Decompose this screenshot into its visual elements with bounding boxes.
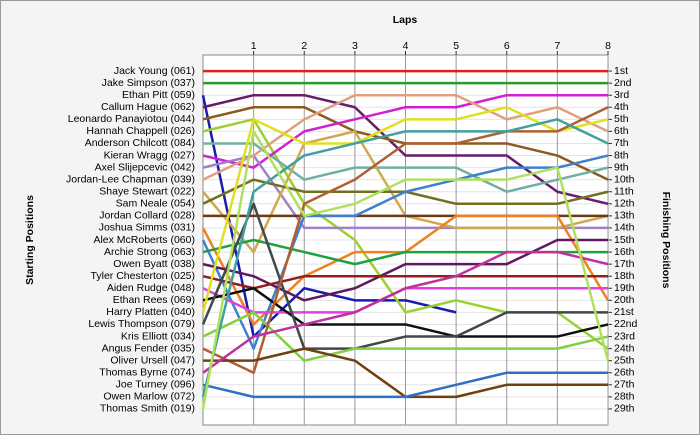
x-tick-label: 5 [453, 40, 459, 52]
driver-label: Jordan Collard (028) [99, 210, 195, 222]
driver-label: Oliver Ursell (047) [110, 354, 195, 366]
y2-tick-label: 4th [614, 101, 629, 113]
y2-tick-label: 29th [614, 403, 635, 415]
driver-label: Shaye Stewart (022) [99, 186, 195, 198]
y2-axis-title: Finishing Positions [660, 192, 672, 289]
driver-label: Tyler Chesterton (025) [91, 270, 195, 282]
driver-label: Jake Simpson (037) [102, 77, 195, 89]
driver-label: Hannah Chappell (026) [86, 125, 195, 137]
driver-label: Sam Neale (054) [116, 198, 195, 210]
x-tick-label: 6 [504, 40, 510, 52]
driver-line [202, 250, 609, 374]
y-axis-title: Starting Positions [24, 195, 36, 285]
y2-tick-label: 20th [614, 294, 635, 306]
x-tick-label: 2 [301, 40, 307, 52]
x-tick-label: 7 [554, 40, 560, 52]
driver-label: Aiden Rudge (048) [107, 282, 195, 294]
driver-line [202, 106, 609, 374]
driver-label: Thomas Byrne (074) [99, 367, 195, 379]
driver-label: Archie Strong (063) [104, 246, 195, 258]
x-tick-label: 4 [403, 40, 409, 52]
y2-tick-label: 14th [614, 222, 635, 234]
x-tick-label: 3 [352, 40, 358, 52]
driver-label: Kris Elliott (034) [121, 330, 195, 342]
y2-tick-label: 5th [614, 113, 629, 125]
driver-line [202, 287, 609, 338]
driver-line [202, 93, 609, 206]
driver-label: Leonardo Panayiotou (044) [68, 113, 195, 125]
y2-tick-label: 17th [614, 258, 635, 270]
y2-tick-label: 21st [614, 306, 634, 318]
driver-label: Ethan Rees (069) [113, 294, 195, 306]
y2-tick-label: 7th [614, 137, 629, 149]
y2-tick-label: 18th [614, 270, 635, 282]
y2-tick-label: 16th [614, 246, 635, 258]
y2-tick-label: 6th [614, 125, 629, 137]
driver-label: Angus Fender (035) [102, 342, 195, 354]
y2-tick-label: 3rd [614, 89, 629, 101]
y2-tick-label: 1st [614, 65, 628, 77]
y2-tick-label: 24th [614, 342, 635, 354]
driver-label: Anderson Chilcott (084) [85, 137, 195, 149]
y2-tick-label: 15th [614, 234, 635, 246]
x-tick-label: 8 [605, 40, 611, 52]
y2-tick-label: 22nd [614, 318, 638, 330]
driver-line [201, 154, 609, 350]
y2-tick-label: 12th [614, 198, 635, 210]
driver-line [202, 311, 609, 362]
y2-tick-label: 11th [614, 186, 634, 198]
y2-tick-label: 28th [614, 391, 635, 403]
driver-line [201, 118, 609, 398]
driver-line [202, 93, 608, 169]
y2-tick-label: 26th [614, 367, 635, 379]
y2-tick-label: 23rd [614, 330, 635, 342]
y2-tick-label: 9th [614, 161, 629, 173]
y2-tick-label: 19th [614, 282, 635, 294]
driver-label: Joe Turney (096) [116, 379, 195, 391]
driver-label: Lewis Thompson (079) [88, 318, 195, 330]
driver-line [201, 130, 610, 410]
driver-label: Harry Platten (040) [106, 306, 195, 318]
driver-label: Thomas Smith (019) [100, 403, 195, 415]
driver-label: Kieran Wragg (027) [104, 149, 195, 161]
y2-tick-label: 25th [614, 354, 635, 366]
y2-tick-label: 8th [614, 149, 629, 161]
driver-label: Ethan Pitt (059) [122, 89, 195, 101]
driver-label: Owen Byatt (038) [113, 258, 195, 270]
driver-label: Owen Marlow (072) [103, 391, 195, 403]
chart-title: Laps [393, 14, 418, 26]
driver-label: Joshua Simms (031) [99, 222, 195, 234]
driver-line [202, 93, 609, 181]
y2-tick-label: 27th [614, 379, 635, 391]
driver-line [201, 202, 608, 350]
driver-line [202, 274, 608, 290]
driver-label: Alex McRoberts (060) [93, 234, 195, 246]
driver-label: Axel Slijepcevic (042) [95, 161, 195, 173]
y2-tick-label: 13th [614, 210, 635, 222]
driver-label: Jack Young (061) [114, 65, 195, 77]
x-tick-label: 1 [251, 40, 257, 52]
driver-line [202, 371, 608, 399]
driver-label: Jordan-Lee Chapman (039) [66, 173, 195, 185]
y2-tick-label: 10th [614, 173, 635, 185]
driver-label: Callum Hague (062) [101, 101, 195, 113]
y2-tick-label: 2nd [614, 77, 632, 89]
